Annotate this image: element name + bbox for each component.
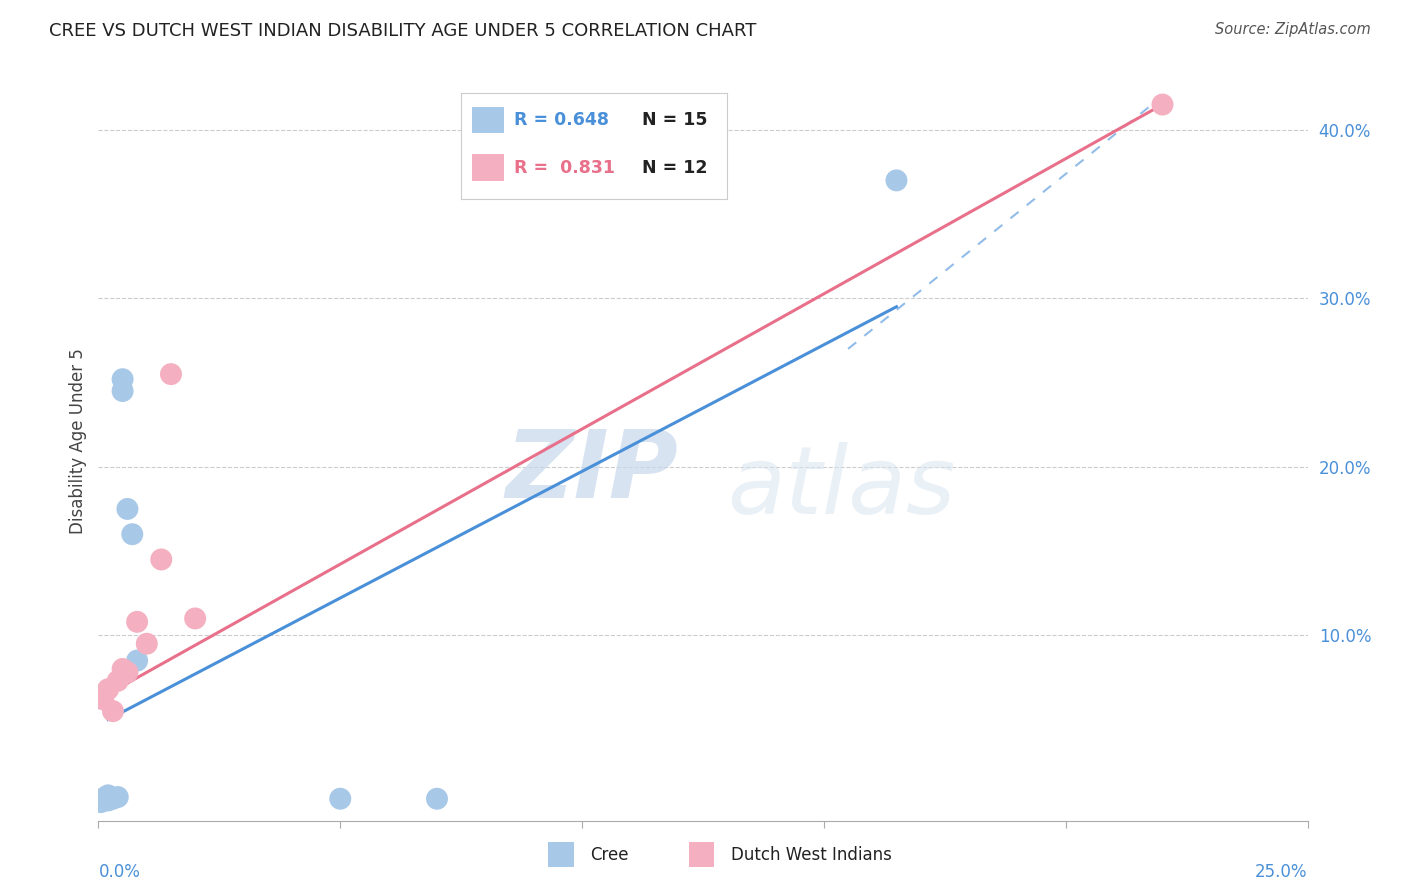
Point	[121, 527, 143, 541]
Text: CREE VS DUTCH WEST INDIAN DISABILITY AGE UNDER 5 CORRELATION CHART: CREE VS DUTCH WEST INDIAN DISABILITY AGE…	[49, 22, 756, 40]
Point	[426, 791, 449, 805]
Point	[117, 665, 139, 680]
Point	[150, 552, 173, 566]
Point	[94, 790, 117, 805]
Text: Source: ZipAtlas.com: Source: ZipAtlas.com	[1215, 22, 1371, 37]
Point	[329, 791, 352, 805]
Text: Cree: Cree	[591, 846, 628, 863]
Text: ZIP: ZIP	[506, 425, 679, 518]
Point	[101, 704, 124, 718]
Point	[97, 793, 120, 807]
Point	[111, 384, 134, 398]
Point	[107, 673, 129, 688]
Y-axis label: Disability Age Under 5: Disability Age Under 5	[69, 349, 87, 534]
Point	[1152, 97, 1174, 112]
Point	[127, 654, 149, 668]
Text: Dutch West Indians: Dutch West Indians	[731, 846, 891, 863]
Point	[91, 791, 114, 805]
Point	[97, 789, 120, 803]
Point	[101, 791, 124, 805]
Text: atlas: atlas	[727, 442, 956, 533]
Point	[135, 637, 157, 651]
Point	[107, 790, 129, 805]
Point	[91, 692, 114, 706]
Point	[111, 372, 134, 386]
Point	[111, 662, 134, 676]
Text: 0.0%: 0.0%	[98, 863, 141, 880]
Point	[90, 795, 112, 809]
Text: 25.0%: 25.0%	[1256, 863, 1308, 880]
Point	[886, 173, 908, 187]
Point	[97, 682, 120, 697]
Point	[127, 615, 149, 629]
Point	[160, 367, 183, 381]
Point	[117, 502, 139, 516]
Point	[184, 611, 207, 625]
